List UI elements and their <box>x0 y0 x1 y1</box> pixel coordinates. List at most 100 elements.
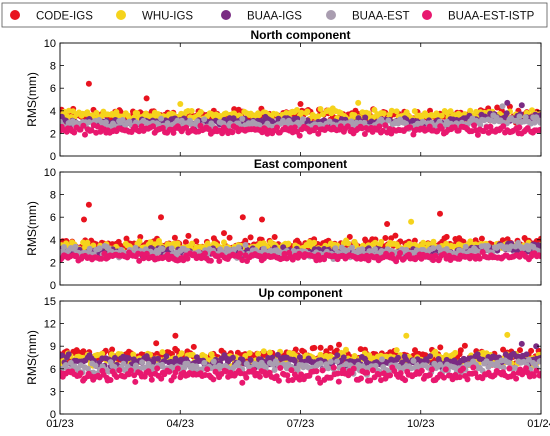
data-point <box>336 341 342 348</box>
data-point <box>365 110 372 117</box>
data-point <box>378 238 385 245</box>
data-point <box>210 358 217 365</box>
data-point <box>523 351 530 358</box>
data-point <box>430 245 437 252</box>
data-point <box>242 242 249 248</box>
data-point <box>388 107 395 114</box>
data-point <box>86 245 93 252</box>
data-point <box>387 372 394 379</box>
data-point <box>243 374 250 381</box>
data-point <box>438 112 445 119</box>
legend-label: BUAA-EST <box>352 11 410 23</box>
data-point <box>256 112 262 119</box>
data-point <box>456 374 463 381</box>
data-point <box>148 376 155 383</box>
data-point <box>427 353 434 360</box>
y-axis-label: RMS(mm) <box>25 330 39 385</box>
x-tick-label: 07/23 <box>287 418 315 430</box>
data-point <box>77 370 84 377</box>
data-point <box>239 214 246 221</box>
data-point <box>369 367 376 374</box>
data-point <box>464 376 471 383</box>
y-tick-label: 4 <box>50 106 56 118</box>
data-point <box>478 235 485 242</box>
data-point <box>255 350 262 357</box>
data-point <box>393 347 400 354</box>
data-point <box>470 364 477 371</box>
data-point <box>518 102 525 109</box>
data-point <box>107 377 114 383</box>
data-point <box>518 340 525 347</box>
y-tick-label: 10 <box>44 167 56 179</box>
data-point <box>403 332 410 339</box>
data-point <box>154 365 161 372</box>
legend-marker <box>116 10 126 20</box>
data-point <box>174 365 181 372</box>
data-point <box>274 124 280 131</box>
data-point <box>334 358 340 365</box>
data-point <box>473 108 480 115</box>
data-point <box>420 239 427 246</box>
data-point <box>153 340 160 347</box>
data-point <box>247 110 254 117</box>
data-point <box>447 108 454 115</box>
data-point <box>402 377 409 384</box>
data-point <box>125 355 132 362</box>
x-tick-label: 01/23 <box>46 418 74 430</box>
data-point <box>221 230 227 237</box>
data-point <box>334 352 341 359</box>
data-point <box>166 368 173 375</box>
data-point <box>239 115 246 122</box>
data-point <box>216 258 223 264</box>
data-point <box>379 356 385 363</box>
data-point <box>237 250 243 257</box>
data-point <box>494 104 501 111</box>
data-point <box>362 114 369 121</box>
data-point <box>392 232 399 239</box>
data-point <box>184 255 191 262</box>
y-tick-label: 8 <box>50 61 56 73</box>
data-point <box>284 372 291 379</box>
data-point <box>298 109 305 116</box>
data-point <box>311 344 318 351</box>
data-point <box>443 233 450 240</box>
plot-frame <box>59 171 542 286</box>
data-point <box>136 238 143 245</box>
data-point <box>457 347 464 354</box>
y-axis-label: RMS(mm) <box>25 72 39 127</box>
data-point <box>81 216 87 223</box>
data-point <box>102 119 109 126</box>
data-point <box>247 234 254 241</box>
y-tick-label: 0 <box>50 151 56 163</box>
data-point <box>380 110 387 117</box>
data-point <box>317 106 324 112</box>
data-point <box>461 342 468 349</box>
data-point <box>256 373 263 380</box>
data-point <box>171 234 178 241</box>
y-tick-label: 2 <box>50 257 56 269</box>
data-point <box>516 124 523 131</box>
data-point <box>313 368 320 375</box>
y-tick-label: 8 <box>50 190 56 202</box>
data-point <box>513 375 520 382</box>
data-point <box>92 362 99 369</box>
y-tick-label: 6 <box>50 83 56 95</box>
data-point <box>462 243 469 250</box>
data-point <box>437 210 443 217</box>
data-point <box>116 367 123 374</box>
data-point <box>485 242 491 249</box>
legend-label: BUAA-EST-ISTP <box>448 11 535 23</box>
y-tick-label: 6 <box>50 212 56 224</box>
data-point <box>239 379 246 386</box>
data-point <box>411 108 418 115</box>
data-point <box>277 365 284 371</box>
data-point <box>202 250 208 257</box>
data-point <box>364 369 371 376</box>
y-tick-label: 9 <box>50 341 56 353</box>
data-point <box>275 377 282 384</box>
x-tick-label: 04/23 <box>166 418 194 430</box>
data-point <box>174 117 181 124</box>
data-point <box>72 243 79 250</box>
data-point <box>143 95 150 102</box>
